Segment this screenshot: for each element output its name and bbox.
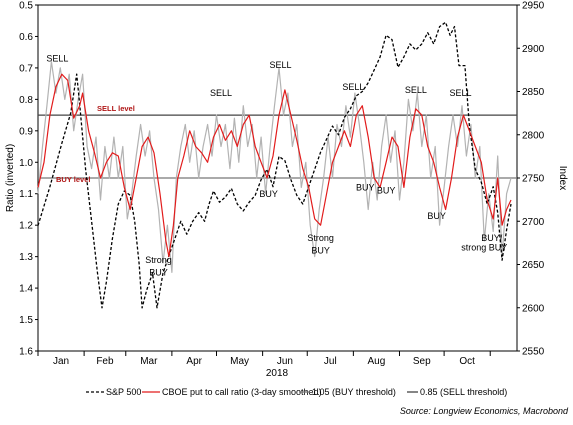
year-label: 2018 xyxy=(266,368,289,379)
annotation-label: Strong xyxy=(145,255,172,265)
annotation-label: Strong xyxy=(307,233,334,243)
legend-label-cboe: CBOE put to call ratio (3-day smoothed) xyxy=(162,387,322,397)
annotation-label: BUY xyxy=(427,211,446,221)
left-tick-label: 0.8 xyxy=(19,95,33,106)
annotation-label: BUY xyxy=(311,245,330,255)
series-lines xyxy=(37,21,512,309)
legend-label-buy-threshold: 1.05 (BUY threshold) xyxy=(312,387,396,397)
month-tick-label: Mar xyxy=(140,356,158,367)
left-axis-label: Ratio (inverted) xyxy=(5,144,16,212)
left-tick-label: 0.7 xyxy=(19,63,33,74)
left-tick-label: 1.2 xyxy=(19,221,33,232)
legend-label-sp500: S&P 500 xyxy=(106,387,141,397)
month-tick-label: Aug xyxy=(368,356,386,367)
annotation-label: strong BUY xyxy=(461,242,507,252)
annotation-label: BUY xyxy=(377,186,396,196)
annotation-label: SELL xyxy=(405,85,427,95)
right-tick-label: 2700 xyxy=(522,217,545,228)
left-tick-label: 0.9 xyxy=(19,126,33,137)
source-note: Source: Longview Economics, Macrobond xyxy=(400,406,569,416)
annotation-label: SELL xyxy=(210,88,232,98)
left-tick-label: 1.1 xyxy=(19,189,33,200)
left-tick-label: 0.6 xyxy=(19,32,33,43)
right-tick-label: 2650 xyxy=(522,260,545,271)
annotation-label: BUY xyxy=(259,189,278,199)
left-tick-label: 0.5 xyxy=(19,1,33,12)
right-tick-label: 2800 xyxy=(522,130,545,141)
right-axis: 2550 2600 2650 2700 2750 2800 2850 2900 2950 xyxy=(517,1,545,358)
series-line xyxy=(37,73,512,258)
annotation-label: SELL xyxy=(46,54,68,64)
annotation-label: SELL xyxy=(269,60,291,70)
annotation-label: BUY xyxy=(356,183,375,193)
right-tick-label: 2750 xyxy=(522,174,545,185)
threshold-label: SELL level xyxy=(97,104,135,113)
series-line xyxy=(37,61,512,273)
left-axis: 0.5 0.6 0.7 0.8 0.9 1.0 1.1 1.2 1.3 1.4 1.5 1.6 xyxy=(19,1,38,358)
right-tick-label: 2950 xyxy=(522,1,545,12)
month-tick-label: Feb xyxy=(96,356,114,367)
threshold-label: BUY level xyxy=(56,175,90,184)
legend-label-sell-threshold: 0.85 (SELL threshold) xyxy=(420,387,507,397)
left-tick-label: 1.0 xyxy=(19,158,33,169)
left-tick-label: 1.3 xyxy=(19,252,33,263)
right-tick-label: 2850 xyxy=(522,87,545,98)
series-line xyxy=(37,21,512,309)
left-tick-label: 1.6 xyxy=(19,347,33,358)
month-tick-label: Apr xyxy=(186,356,202,367)
month-tick-label: Jan xyxy=(53,356,69,367)
annotation-label: SELL xyxy=(342,82,364,92)
annotation-label: SELL xyxy=(449,88,471,98)
left-tick-label: 1.5 xyxy=(19,315,33,326)
month-tick-label: Oct xyxy=(459,356,475,367)
x-axis: Jan Feb Mar Apr May Jun Jul Aug Sep Oct xyxy=(37,351,491,367)
left-tick-label: 1.4 xyxy=(19,284,33,295)
month-tick-label: May xyxy=(230,356,249,367)
month-tick-label: Jul xyxy=(324,356,337,367)
right-tick-label: 2550 xyxy=(522,347,545,358)
month-tick-label: Sep xyxy=(413,356,431,367)
annotation-label: BUY/ xyxy=(481,233,503,243)
legend: S&P 500 CBOE put to call ratio (3-day sm… xyxy=(86,387,507,397)
annotation-label: BUY xyxy=(149,268,168,278)
right-tick-label: 2600 xyxy=(522,303,545,314)
month-tick-label: Jun xyxy=(277,356,293,367)
right-tick-label: 2900 xyxy=(522,44,545,55)
right-axis-label: Index xyxy=(557,166,568,190)
